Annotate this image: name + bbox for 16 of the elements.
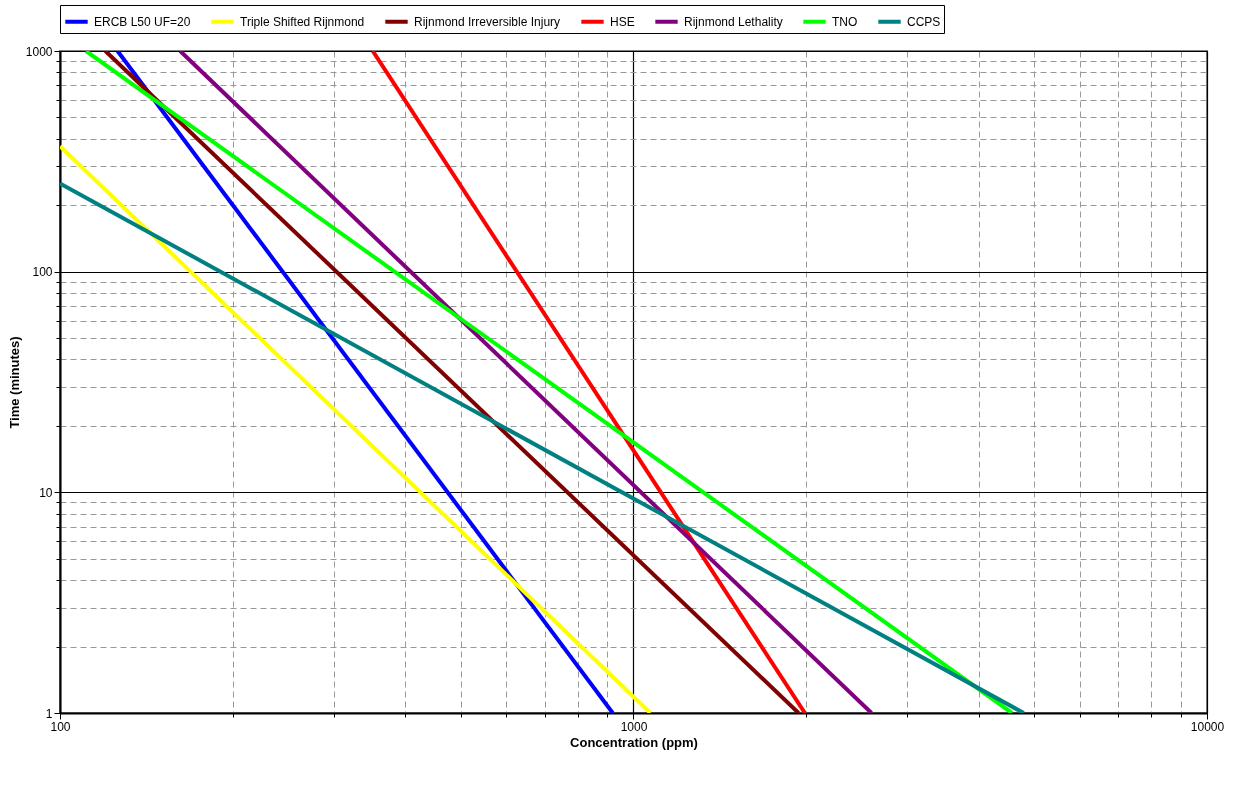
x-tick-label: 10000: [1190, 719, 1225, 734]
legend-label: HSE: [610, 14, 635, 29]
legend-label: TNO: [832, 14, 858, 29]
legend-label: CCPS: [907, 14, 941, 29]
legend-label: Triple Shifted Rijnmond: [240, 14, 365, 29]
x-tick-label: 1000: [620, 719, 648, 734]
y-axis-title: Time (minutes): [6, 336, 22, 429]
y-tick-label: 10: [39, 485, 53, 500]
y-tick-label: 1: [45, 706, 53, 721]
y-tick-label: 100: [32, 265, 53, 280]
legend-label: ERCB L50 UF=20: [94, 14, 191, 29]
x-tick-label: 100: [50, 719, 71, 734]
y-tick-label: 1000: [25, 44, 53, 59]
legend-label: Rijnmond Irreversible Injury: [414, 14, 561, 29]
x-axis-title: Concentration (ppm): [570, 734, 698, 750]
legend-label: Rijnmond Lethality: [684, 14, 783, 29]
